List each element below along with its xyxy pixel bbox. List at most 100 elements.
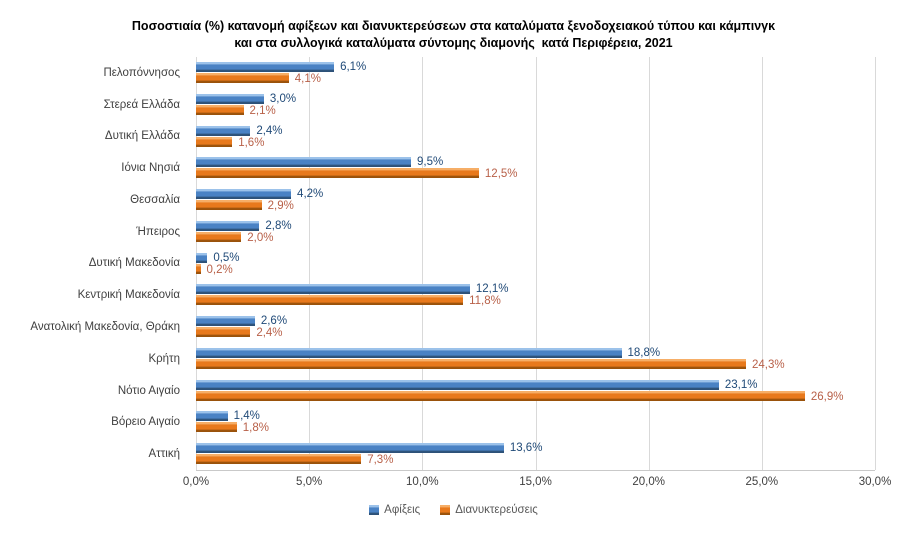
arrivals-bar: 1,4% [196,410,260,422]
x-tick-label: 15,0% [519,476,552,488]
category-labels: Πελοπόννησος Στερεά Ελλάδα Δυτική Ελλάδα Ιό… [0,57,188,470]
bar-value-label: 1,6% [238,136,265,149]
bar-value-label: 3,0% [269,92,297,105]
arrivals-bar: 13,6% [196,442,542,454]
bar-value-label: 1,4% [233,410,260,423]
arrivals-bar: 12,1% [196,283,508,295]
bar-value-label: 12,1% [475,283,509,296]
overnight-stays-bar: 26,9% [196,390,843,403]
x-tick-label: 10,0% [406,476,439,488]
gridline [875,57,876,470]
gridline [648,57,650,470]
category-label: Ιόνια Νησιά [121,162,180,175]
category-row: 12,1% 11,8% [196,279,875,311]
bar-value-label: 2,4% [256,327,283,340]
overnight-stays-bar: 24,3% [196,358,785,371]
bar-value-label: 23,1% [724,378,758,391]
category-label: Ανατολική Μακεδονία, Θράκη [30,321,180,333]
category-label: Δυτική Μακεδονία [88,257,180,270]
plot-area: 6,1% 4,1% 3,0% 2,1% 2,4% 1,6% 9,5% 12,5% 4,2% 2,9… [196,57,876,471]
category-row: 13,6% 7,3% [196,438,875,470]
arrivals-bar: 2,6% [196,315,287,327]
bar-value-label: 24,3% [751,358,785,371]
x-tick-label: 20,0% [632,476,665,488]
overnight-stays-bar: 12,5% [196,168,518,180]
arrivals-bar: 23,1% [196,379,757,391]
overnight-stays-bar: 2,0% [196,231,273,244]
bar-rows: 6,1% 4,1% 3,0% 2,1% 2,4% 1,6% 9,5% 12,5% 4,2% 2,9… [196,57,875,470]
category-row: 4,2% 2,9% [196,184,875,216]
overnight-stays-bar: 0,2% [196,263,233,276]
category-row: 0,5% 0,2% [196,248,875,280]
overnight-stays-bar: 1,8% [196,422,269,434]
arrivals-bar: 2,8% [196,220,292,232]
bar-value-label: 6,1% [340,61,367,73]
category-label: Ήπειρος [136,225,180,238]
category-label: Θεσσαλία [130,193,180,206]
category-label: Βόρειο Αιγαίο [111,416,180,429]
bar-value-label: 2,8% [265,219,292,232]
bar-value-label: 2,1% [249,104,276,117]
legend-label: Αφίξεις [384,504,421,516]
arrivals-bar: 3,0% [196,93,296,105]
category-label: Αττική [148,448,180,461]
gridline [761,57,763,470]
x-tick-label: 5,0% [296,476,323,488]
gridline [535,57,537,470]
legend-label: Διανυκτερεύσεις [455,504,538,516]
overnight-stays-bar: 11,8% [196,295,501,307]
category-label: Κρήτη [148,352,180,365]
category-row: 9,5% 12,5% [196,152,875,184]
category-row: 2,8% 2,0% [196,216,875,248]
bar-value-label: 1,8% [242,422,269,435]
chart-title-line-1: Ποσοστιαία (%) κατανομή αφίξεων και διαν… [131,19,776,33]
gridline [422,57,424,470]
x-axis: 0,0% 5,0% 10,0% 15,0% 20,0% 25,0% 30,0% [183,476,891,492]
bar-value-label: 2,9% [267,200,294,213]
x-tick-label: 25,0% [745,476,779,488]
legend-marker-icon [369,505,380,515]
bar-value-label: 0,2% [206,263,233,276]
legend-entry-arrivals: Αφίξεις [369,504,420,516]
category-row: 3,0% 2,1% [196,89,875,121]
x-tick-label: 0,0% [182,476,210,488]
bar-value-label: 13,6% [509,442,543,455]
arrivals-bar: 6,1% [196,61,366,73]
bar-value-label: 18,8% [627,346,661,359]
category-row: 6,1% 4,1% [196,57,875,89]
overnight-stays-bar: 4,1% [196,73,321,85]
category-label: Κεντρική Μακεδονία [77,289,180,302]
legend: Αφίξεις Διανυκτερεύσεις [0,504,907,516]
bar-value-label: 26,9% [810,390,844,403]
overnight-stays-bar: 2,4% [196,327,283,339]
category-label: Νότιο Αιγαίο [117,384,180,397]
bar-value-label: 0,5% [213,251,240,264]
gridline [309,57,311,470]
bar-value-label: 4,1% [294,73,321,85]
bar-value-label: 2,6% [260,315,288,328]
chart-title-line-2: και στα συλλογικά καταλύματα σύντομης δι… [234,36,673,50]
bar-value-label: 12,5% [484,168,518,181]
category-label: Δυτική Ελλάδα [104,130,180,143]
overnight-stays-bar: 2,9% [196,200,294,212]
legend-entry-overnight-stays: Διανυκτερεύσεις [440,504,538,516]
arrivals-bar: 18,8% [196,347,660,359]
bar-value-label: 4,2% [297,188,324,201]
bar-value-label: 9,5% [417,156,444,169]
arrivals-bar: 0,5% [196,252,240,264]
arrivals-bar: 2,4% [196,125,283,137]
bar-value-label: 2,0% [247,231,274,244]
category-row: 2,6% 2,4% [196,311,875,343]
overnight-stays-bar: 2,1% [196,104,276,117]
bar-value-label: 11,8% [469,295,501,308]
chart-title: Ποσοστιαία (%) κατανομή αφίξεων και διαν… [0,18,907,52]
arrivals-bar: 4,2% [196,188,323,200]
overnight-stays-bar: 7,3% [196,454,393,466]
category-row: 23,1% 26,9% [196,375,875,407]
category-label: Πελοπόννησος [103,66,180,79]
arrivals-bar: 9,5% [196,156,443,168]
legend-marker-icon [440,505,451,515]
x-tick-label: 30,0% [858,476,892,488]
category-label: Στερεά Ελλάδα [103,98,180,111]
